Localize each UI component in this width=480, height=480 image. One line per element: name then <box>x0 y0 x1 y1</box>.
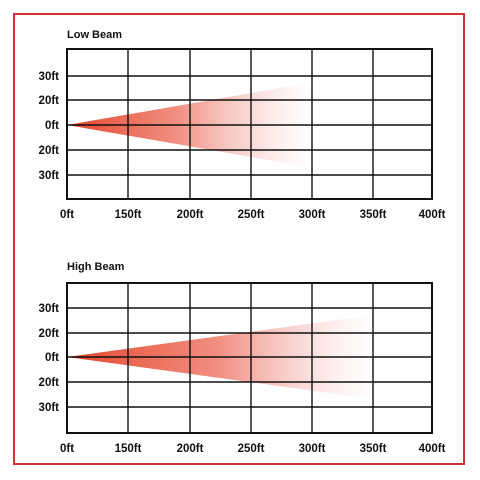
high-x-tick-5: 350ft <box>360 443 387 455</box>
low-x-tick-6: 400ft <box>419 209 446 221</box>
low-beam-title: Low Beam <box>67 29 122 41</box>
high-beam-title: High Beam <box>67 261 125 273</box>
low-x-tick-5: 350ft <box>360 209 387 221</box>
low-x-tick-0: 0ft <box>60 209 74 221</box>
high-beam-y-ticks: 30ft 20ft 0ft 20ft 30ft <box>39 303 60 414</box>
high-y-tick-2: 0ft <box>45 352 59 364</box>
outer-frame <box>13 13 465 465</box>
low-x-tick-1: 150ft <box>115 209 142 221</box>
high-y-tick-3: 20ft <box>39 377 60 389</box>
low-beam-y-ticks: 30ft 20ft 0ft 20ft 30ft <box>39 71 60 182</box>
low-beam-panel: Low Beam 30ft 20ft 0ft 20ft 30ft 0ft 150… <box>39 29 446 221</box>
high-x-tick-4: 300ft <box>299 443 326 455</box>
high-x-tick-1: 150ft <box>115 443 142 455</box>
high-y-tick-1: 20ft <box>39 328 60 340</box>
high-y-tick-4: 30ft <box>39 402 60 414</box>
low-y-tick-3: 20ft <box>39 145 60 157</box>
low-x-tick-3: 250ft <box>238 209 265 221</box>
high-beam-grid <box>66 282 433 434</box>
low-x-tick-4: 300ft <box>299 209 326 221</box>
low-y-tick-1: 20ft <box>39 95 60 107</box>
high-x-tick-0: 0ft <box>60 443 74 455</box>
high-beam-x-ticks: 0ft 150ft 200ft 250ft 300ft 350ft 400ft <box>60 443 446 455</box>
low-x-tick-2: 200ft <box>177 209 204 221</box>
low-beam-grid <box>66 48 433 200</box>
low-y-tick-2: 0ft <box>45 120 59 132</box>
high-beam-panel: High Beam 30ft 20ft 0ft 20ft 30ft 0ft 15… <box>39 261 446 455</box>
high-x-tick-6: 400ft <box>419 443 446 455</box>
low-y-tick-0: 30ft <box>39 71 60 83</box>
low-y-tick-4: 30ft <box>39 170 60 182</box>
high-x-tick-2: 200ft <box>177 443 204 455</box>
high-y-tick-0: 30ft <box>39 303 60 315</box>
high-x-tick-3: 250ft <box>238 443 265 455</box>
low-beam-x-ticks: 0ft 150ft 200ft 250ft 300ft 350ft 400ft <box>60 209 446 221</box>
